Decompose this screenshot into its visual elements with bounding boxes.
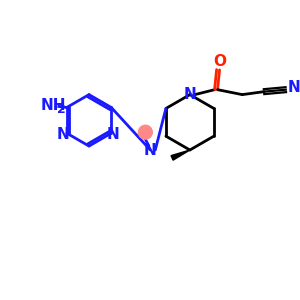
Circle shape [139,125,152,139]
Polygon shape [171,150,190,160]
Text: N: N [144,142,157,158]
Text: NH: NH [40,98,66,113]
Text: N: N [56,127,69,142]
Text: N: N [107,127,120,142]
Text: N: N [287,80,300,95]
Text: N: N [184,87,196,102]
Text: 2: 2 [57,103,66,116]
Text: O: O [213,55,226,70]
